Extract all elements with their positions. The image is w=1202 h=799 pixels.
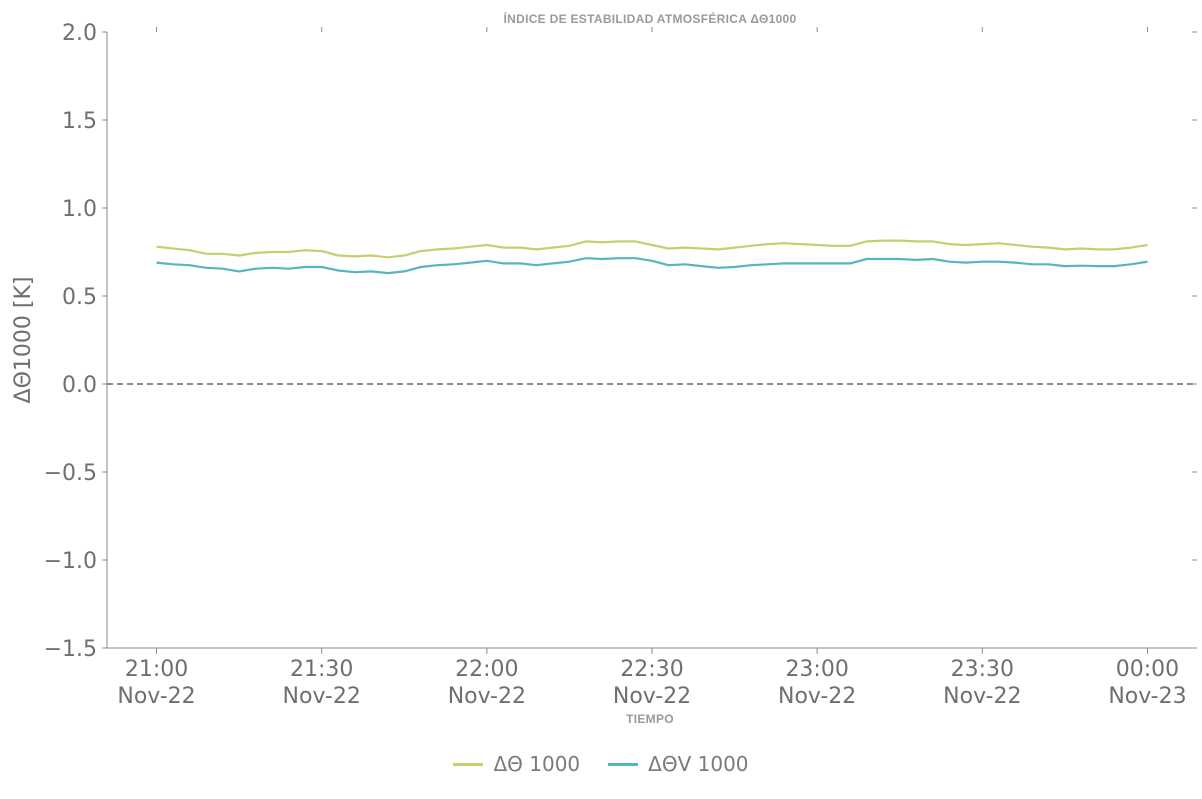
y-tick-label: −1.5: [44, 637, 97, 662]
legend-item-2: ΔΘV 1000: [608, 752, 749, 776]
series-line-1: [156, 239, 1148, 259]
y-tick-label: −1.0: [44, 549, 97, 574]
series-line-2: [156, 257, 1148, 275]
x-tick-label-date: Nov-22: [778, 684, 856, 709]
y-axis-ticks: −1.5 −1.0 −0.5 0.0 0.5 1.0 1.5 2.0: [44, 21, 1197, 662]
x-axis-ticks: 21:00Nov-2221:30Nov-2222:00Nov-2222:30No…: [117, 27, 1187, 709]
x-tick-label-time: 22:30: [620, 657, 683, 682]
x-tick-label-date: Nov-22: [943, 684, 1021, 709]
legend-label: ΔΘ 1000: [493, 752, 581, 776]
series-lines: [156, 239, 1148, 275]
x-tick-label-date: Nov-22: [117, 684, 195, 709]
legend-swatch: [453, 762, 484, 766]
x-tick-label-time: 23:00: [785, 657, 848, 682]
x-tick-label-date: Nov-22: [283, 684, 361, 709]
legend-item-1: ΔΘ 1000: [453, 752, 580, 776]
y-axis-label: ΔΘ1000 [K]: [11, 277, 36, 404]
y-tick-label: 0.5: [62, 285, 97, 310]
x-tick-label-time: 21:00: [125, 657, 188, 682]
x-tick-label-time: 21:30: [290, 657, 353, 682]
legend-swatch: [608, 762, 639, 766]
x-tick-label-date: Nov-22: [448, 684, 526, 709]
y-tick-label: 1.5: [62, 109, 97, 134]
y-tick-label: 0.0: [62, 373, 97, 398]
legend: ΔΘ 1000 ΔΘV 1000: [0, 752, 1202, 776]
plot-axes: [106, 32, 1197, 649]
y-tick-label: 1.0: [62, 197, 97, 222]
legend-label: ΔΘV 1000: [648, 752, 749, 776]
x-tick-label-date: Nov-23: [1108, 684, 1186, 709]
x-tick-label-time: 23:30: [951, 657, 1014, 682]
x-axis-label: TIEMPO: [626, 712, 674, 726]
x-tick-label-time: 00:00: [1116, 657, 1179, 682]
x-tick-label-time: 22:00: [455, 657, 518, 682]
chart-title: ÍNDICE DE ESTABILIDAD ATMOSFÉRICA ΔΘ1000: [504, 11, 797, 26]
y-tick-label: 2.0: [62, 21, 97, 46]
x-tick-label-date: Nov-22: [613, 684, 691, 709]
y-tick-label: −0.5: [44, 461, 97, 486]
